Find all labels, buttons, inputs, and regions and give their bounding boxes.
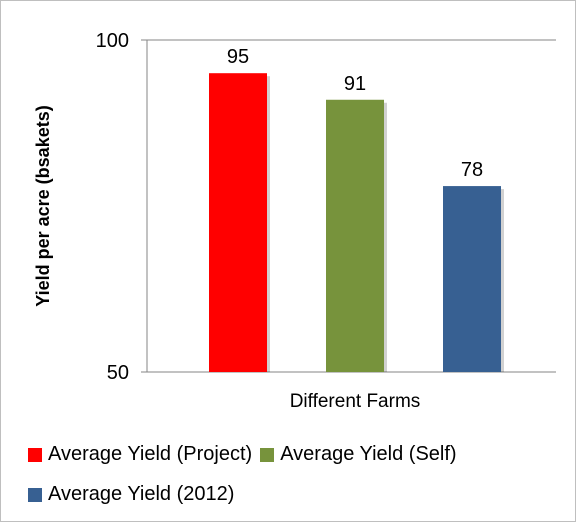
y-axis-title: Yield per acre (bsakets) xyxy=(33,105,53,306)
y-tick-label-min: 50 xyxy=(107,362,129,384)
legend-label-project: Average Yield (Project) xyxy=(48,443,253,465)
legend-item-2012: Average Yield (2012) xyxy=(28,483,234,506)
legend-label-2012: Average Yield (2012) xyxy=(48,483,235,505)
legend-row-2: Average Yield (2012) xyxy=(28,483,242,506)
data-label-self: 91 xyxy=(344,73,366,95)
data-label-2012: 78 xyxy=(461,159,483,181)
legend-row-1: Average Yield (Project) Average Yield (S… xyxy=(28,443,465,466)
x-axis-title: Different Farms xyxy=(290,391,421,412)
data-labels: 95 91 78 xyxy=(227,46,483,181)
legend-item-project: Average Yield (Project) xyxy=(28,443,252,466)
bars xyxy=(209,73,504,372)
legend-swatch-project xyxy=(28,447,42,462)
legend-swatch-self xyxy=(260,447,275,462)
bar-project xyxy=(209,73,267,372)
legend-item-self: Average Yield (Self) xyxy=(260,443,457,466)
bar-2012 xyxy=(443,186,501,372)
bar-self xyxy=(326,99,384,372)
legend-label-self: Average Yield (Self) xyxy=(280,443,457,465)
legend-swatch-2012 xyxy=(28,487,42,502)
data-label-project: 95 xyxy=(227,46,249,68)
y-tick-label-max: 100 xyxy=(96,30,129,52)
